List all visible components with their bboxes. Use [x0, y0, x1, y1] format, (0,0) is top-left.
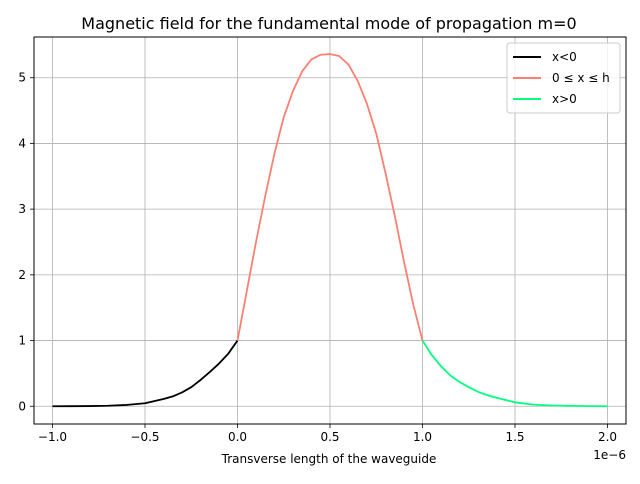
x-tick: −0.5: [130, 424, 160, 444]
y-tick: 5: [18, 71, 34, 85]
x-tick-label: −1.0: [38, 430, 67, 444]
chart-title: Magnetic field for the fundamental mode …: [81, 14, 576, 33]
legend-label-x-positive: x>0: [552, 92, 577, 106]
series-group: [52, 53, 608, 408]
series-line-core: [236, 53, 424, 341]
series-line-x-positive: [421, 340, 608, 408]
x-tick: 0.0: [228, 424, 247, 444]
x-tick-label: 2.0: [598, 430, 617, 444]
y-tick-label: 4: [18, 136, 26, 150]
y-axis: 0 1 2 3 4 5: [18, 71, 34, 413]
x-axis: −1.0 −0.5 0.0 0.5 1.0 1.5 2.0: [38, 424, 617, 444]
y-tick-label: 5: [18, 71, 26, 85]
y-tick: 0: [18, 399, 34, 413]
x-tick-label: 0.0: [228, 430, 247, 444]
y-tick-label: 0: [18, 399, 26, 413]
legend-label-core: 0 ≤ x ≤ h: [552, 71, 610, 85]
y-tick-label: 1: [18, 334, 26, 348]
legend-label-x-negative: x<0: [552, 50, 577, 64]
y-tick: 3: [18, 202, 34, 216]
x-tick: 1.0: [413, 424, 432, 444]
y-tick-label: 3: [18, 202, 26, 216]
x-tick-label: 1.0: [413, 430, 432, 444]
legend: x<0 0 ≤ x ≤ h x>0: [506, 42, 621, 114]
x-tick-label: −0.5: [130, 430, 159, 444]
y-tick: 2: [18, 268, 34, 282]
x-tick: 0.5: [320, 424, 340, 444]
y-tick-label: 2: [18, 268, 26, 282]
y-tick: 1: [18, 334, 34, 348]
x-tick: 2.0: [598, 424, 617, 444]
x-tick: 1.5: [505, 424, 525, 444]
x-tick-label: 1.5: [505, 430, 524, 444]
x-axis-label: Transverse length of the waveguide: [221, 452, 437, 466]
y-tick: 4: [18, 136, 34, 150]
x-offset-label: 1e−6: [593, 448, 626, 462]
x-tick: −1.0: [38, 424, 67, 444]
legend-box: [506, 42, 621, 114]
x-tick-label: 0.5: [320, 430, 339, 444]
series-line-x-negative: [52, 340, 239, 408]
